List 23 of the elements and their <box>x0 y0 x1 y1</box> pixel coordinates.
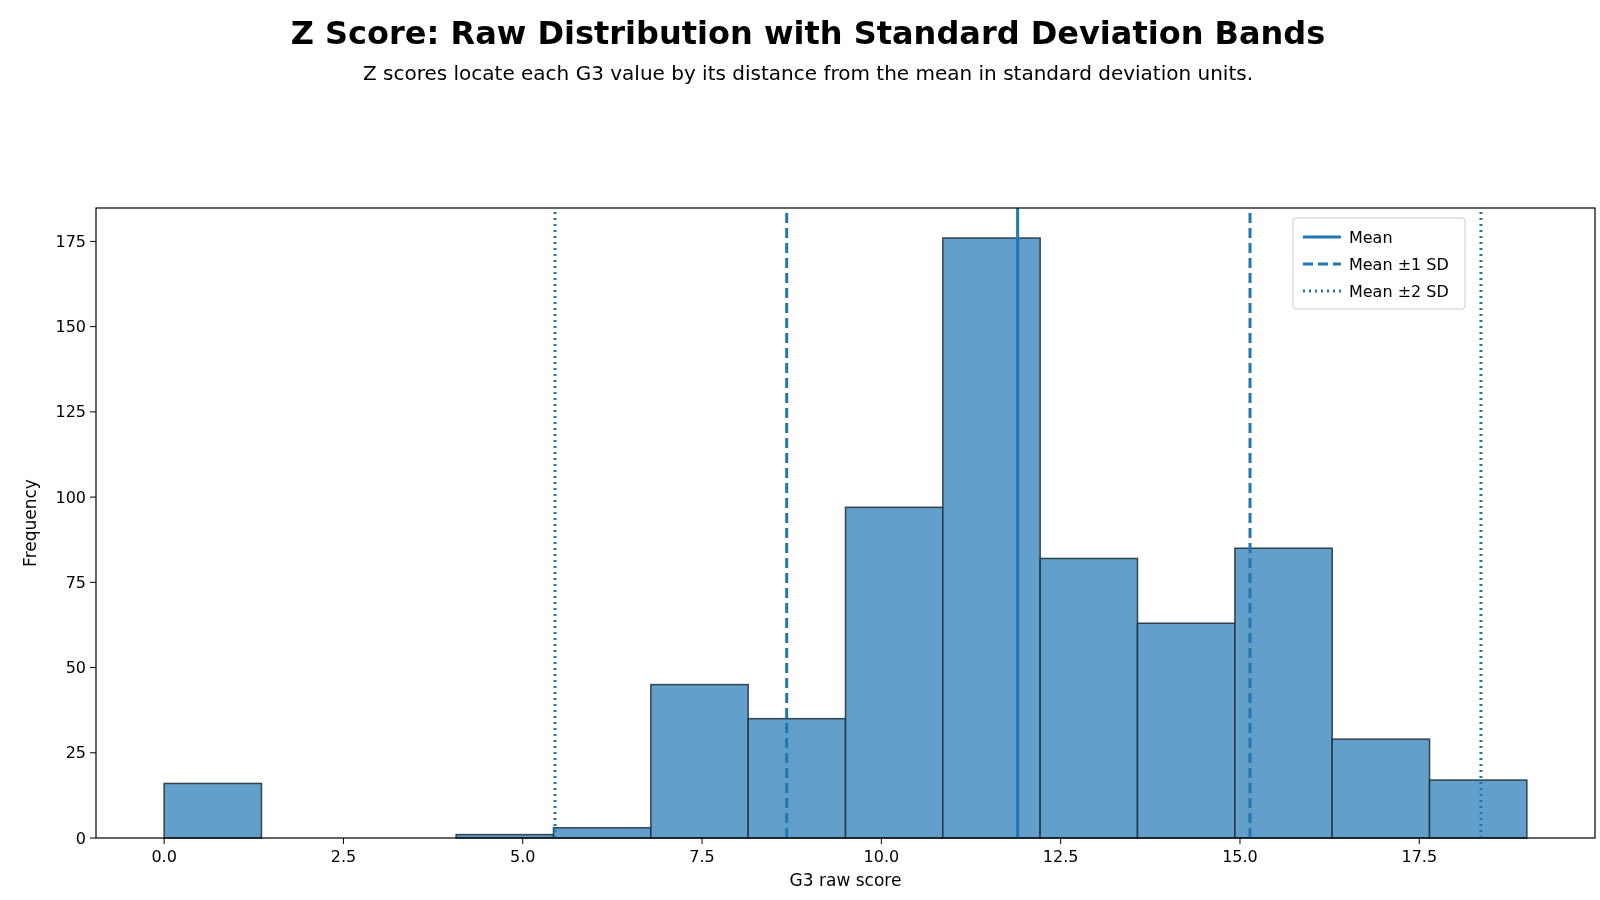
y-tick-label: 75 <box>65 572 86 592</box>
x-tick-label: 17.5 <box>1401 847 1438 866</box>
y-tick-label: 150 <box>55 317 86 337</box>
x-tick-label: 10.0 <box>863 847 900 866</box>
chart-subtitle: Z scores locate each G3 value by its distance from the mean in standard deviation units. <box>362 61 1254 85</box>
y-tick-label: 125 <box>55 402 86 422</box>
y-tick-label: 0 <box>75 828 86 848</box>
y-tick-label: 50 <box>65 658 86 678</box>
y-tick-label: 175 <box>55 232 86 252</box>
legend-label: Mean <box>1348 227 1393 247</box>
x-tick-label: 2.5 <box>330 847 357 866</box>
y-axis-title: Frequency <box>20 479 40 567</box>
x-tick-label: 5.0 <box>510 847 536 866</box>
x-axis-title: G3 raw score <box>789 870 902 890</box>
chart-title: Z Score: Raw Distribution with Standard Deviation Bands <box>290 14 1326 52</box>
x-tick-label: 0.0 <box>151 847 177 866</box>
y-tick-label: 100 <box>55 487 86 507</box>
y-tick-label: 25 <box>65 743 86 763</box>
legend-label: Mean ±1 SD <box>1348 254 1449 274</box>
x-tick-label: 15.0 <box>1222 847 1258 866</box>
x-tick-label: 7.5 <box>689 847 715 866</box>
legend-label: Mean ±2 SD <box>1348 281 1449 301</box>
x-tick-label: 12.5 <box>1042 847 1079 866</box>
